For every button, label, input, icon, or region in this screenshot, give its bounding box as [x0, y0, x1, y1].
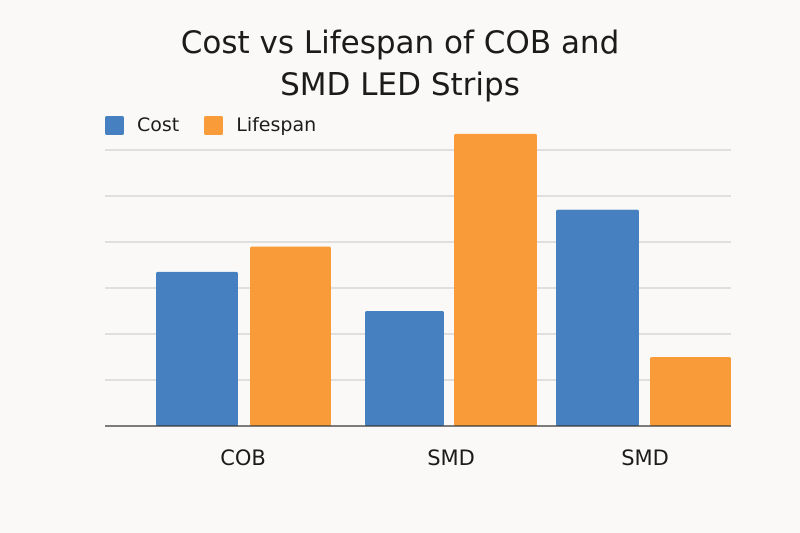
- legend-item-lifespan: Lifespan: [204, 114, 316, 136]
- legend-swatch-cost: [105, 115, 124, 135]
- legend-swatch-lifespan: [204, 115, 224, 135]
- legend-label-cost: Cost: [137, 114, 180, 136]
- bar-lifespan-smd: [454, 133, 537, 426]
- bar-lifespan-cob: [250, 246, 331, 426]
- legend: Cost Lifespan: [105, 114, 341, 136]
- x-tick-label: SMD: [621, 446, 669, 470]
- bar-cost-cob: [156, 271, 238, 426]
- bar-lifespan-smd: [650, 357, 731, 426]
- legend-label-lifespan: Lifespan: [236, 114, 317, 136]
- chart-title: Cost vs Lifespan of COB and SMD LED Stri…: [0, 22, 800, 106]
- x-tick-label: SMD: [427, 446, 475, 470]
- bar-cost-smd: [556, 209, 639, 426]
- chart-title-line-2: SMD LED Strips: [280, 67, 520, 103]
- x-tick-label: COB: [220, 446, 266, 470]
- legend-item-cost: Cost: [105, 114, 179, 136]
- chart-title-line-1: Cost vs Lifespan of COB and: [180, 25, 620, 61]
- bar-cost-smd: [365, 311, 444, 426]
